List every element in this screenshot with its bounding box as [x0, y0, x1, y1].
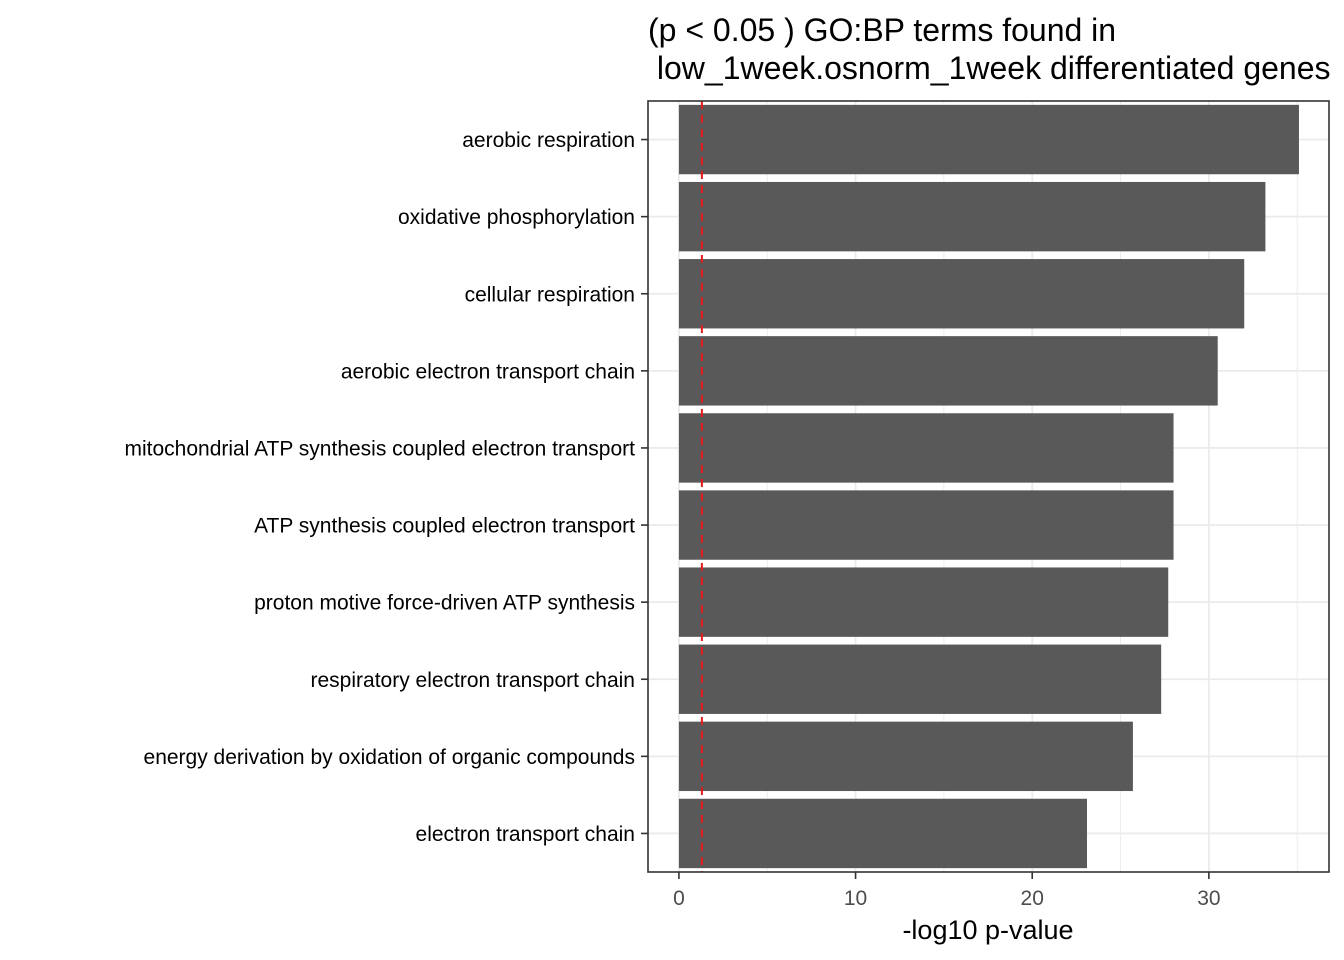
- bar: [678, 644, 1162, 714]
- y-tick-label: oxidative phosphorylation: [398, 206, 635, 229]
- x-axis-title: -log10 p-value: [902, 915, 1073, 945]
- bar: [678, 413, 1174, 483]
- x-tick-label: 0: [673, 887, 685, 910]
- x-tick-label: 30: [1197, 887, 1220, 910]
- y-tick-label: cellular respiration: [465, 283, 635, 306]
- y-tick-label: aerobic respiration: [462, 129, 635, 152]
- y-tick-label: mitochondrial ATP synthesis coupled elec…: [125, 437, 636, 460]
- y-tick-label: proton motive force-driven ATP synthesis: [254, 592, 635, 615]
- y-tick-label: aerobic electron transport chain: [341, 360, 635, 383]
- bar: [678, 721, 1133, 792]
- x-tick-label: 20: [1021, 887, 1044, 910]
- y-tick-label: electron transport chain: [416, 823, 635, 846]
- bar: [678, 104, 1299, 175]
- bar: [678, 259, 1245, 329]
- x-tick-label: 10: [844, 887, 867, 910]
- bar: [678, 336, 1218, 406]
- bar: [678, 181, 1266, 252]
- bars: [678, 104, 1299, 869]
- x-axis: 0 10 20 30: [673, 872, 1221, 910]
- plot-panel-border: [647, 100, 1330, 873]
- chart-subtitle: low_1week.osnorm_1week differentiated ge…: [648, 50, 1331, 86]
- bar: [678, 567, 1169, 637]
- y-tick-label: energy derivation by oxidation of organi…: [144, 746, 635, 769]
- chart-title: (p < 0.05 ) GO:BP terms found in: [648, 12, 1116, 48]
- bar: [678, 490, 1174, 560]
- y-tick-label: respiratory electron transport chain: [311, 669, 636, 692]
- y-tick-label: ATP synthesis coupled electron transport: [254, 515, 635, 538]
- y-axis: aerobic respiration oxidative phosphoryla…: [125, 129, 648, 846]
- bar: [678, 798, 1087, 869]
